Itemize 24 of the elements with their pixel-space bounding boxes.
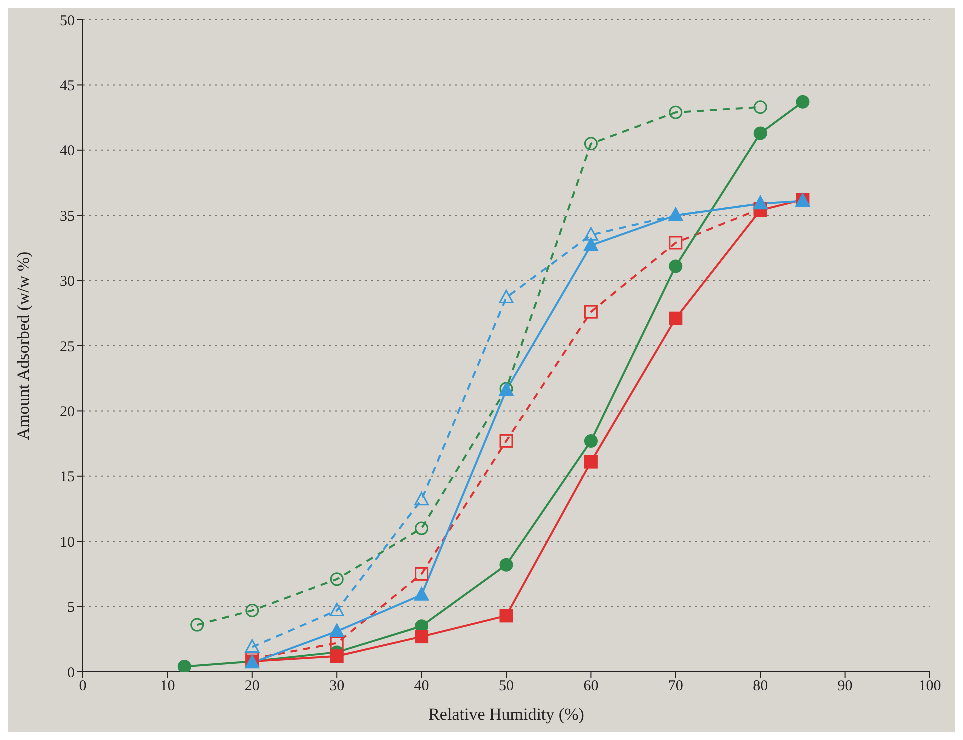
y-tick-label: 50 — [60, 13, 75, 30]
x-axis-title: Relative Humidity (%) — [428, 705, 584, 724]
x-tick-label: 90 — [838, 678, 853, 695]
x-tick-label: 80 — [753, 678, 768, 695]
y-tick-label: 15 — [60, 470, 75, 486]
y-tick-label: 45 — [60, 78, 75, 95]
y-tick-label: 40 — [60, 144, 75, 160]
y-tick-label: 0 — [68, 665, 75, 682]
x-tick-label: 0 — [79, 678, 87, 695]
x-tick-label: 10 — [160, 678, 176, 695]
x-tick-label: 20 — [244, 678, 260, 695]
y-tick-label: 20 — [60, 404, 75, 421]
y-tick-label: 35 — [60, 208, 75, 225]
y-tick-label: 30 — [60, 274, 75, 290]
y-axis-title: Amount Adsorbed (w/w %) — [14, 252, 34, 440]
x-tick-label: 70 — [668, 678, 684, 695]
y-tick-label: 10 — [60, 534, 75, 551]
y-tick-label: 5 — [68, 600, 75, 616]
x-tick-label: 30 — [330, 678, 345, 695]
x-tick-label: 60 — [584, 678, 599, 695]
x-tick-label: 100 — [918, 678, 942, 695]
y-tick-label: 25 — [60, 339, 75, 356]
x-tick-label: 50 — [499, 678, 514, 695]
x-tick-label: 40 — [414, 678, 430, 695]
